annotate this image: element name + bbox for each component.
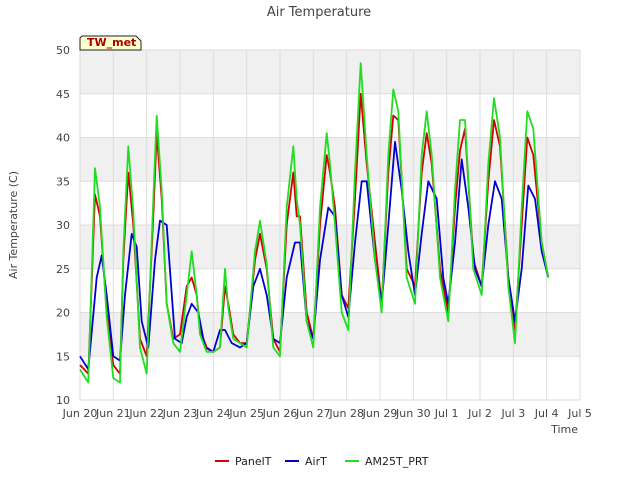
background-band [80, 312, 580, 357]
series-line-am25t-prt [79, 62, 550, 384]
x-tick-label: Jul 3 [500, 407, 525, 420]
y-tick-label: 25 [56, 263, 70, 276]
background-band [80, 50, 580, 94]
x-tick-label: Jun 26 [262, 407, 298, 420]
x-tick-label: Jun 23 [162, 407, 198, 420]
y-tick-label: 20 [56, 307, 70, 320]
legend: PanelT AirT AM25T_PRT [215, 455, 429, 468]
station-tag: TW_met [79, 35, 142, 51]
x-tick-label: Jun 29 [362, 407, 398, 420]
grid-lines [79, 49, 581, 401]
x-tick-label: Jun 24 [195, 407, 231, 420]
y-tick-label: 40 [56, 132, 70, 145]
x-tick-label: Jul 4 [534, 407, 559, 420]
x-tick-label: Jun 20 [62, 407, 98, 420]
y-tick-label: 35 [56, 175, 70, 188]
x-tick-label: Jun 21 [95, 407, 131, 420]
legend-label-panelt: PanelT [235, 455, 272, 468]
x-tick-label: Jul 1 [434, 407, 459, 420]
legend-label-airt: AirT [305, 455, 327, 468]
legend-label-am25t-prt: AM25T_PRT [365, 455, 429, 468]
station-tag-box [79, 35, 142, 51]
x-tick-label: Jul 5 [567, 407, 592, 420]
x-tick-label: Jun 30 [395, 407, 431, 420]
y-tick-label: 10 [56, 394, 70, 407]
x-tick-label: Jun 25 [228, 407, 264, 420]
x-tick-label: Jun 28 [328, 407, 364, 420]
series-layer [79, 62, 550, 384]
chart-title: Air Temperature [267, 5, 371, 20]
y-tick-labels: 10 15 20 25 30 35 40 45 50 [56, 44, 70, 407]
series-line-airt [79, 140, 550, 371]
x-tick-label: Jul 2 [467, 407, 492, 420]
station-tag-label: TW_met [87, 36, 136, 49]
y-axis-label: Air Temperature (C) [7, 171, 20, 279]
y-tick-label: 30 [56, 219, 70, 232]
y-tick-label: 15 [56, 350, 70, 363]
x-axis-label: Time [550, 423, 578, 436]
y-tick-label: 50 [56, 44, 70, 57]
y-tick-label: 45 [56, 88, 70, 101]
x-tick-label: Jun 22 [128, 407, 164, 420]
x-tick-label: Jun 27 [295, 407, 331, 420]
